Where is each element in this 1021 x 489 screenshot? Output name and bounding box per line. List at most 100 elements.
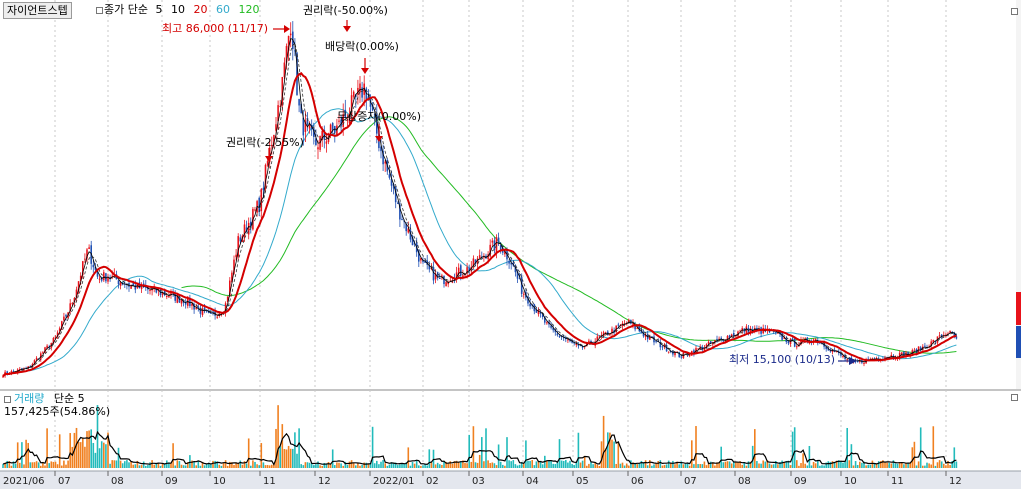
volume-bar (915, 465, 918, 468)
volume-bar (460, 461, 462, 468)
candle-body (233, 259, 235, 274)
volume-bar (831, 461, 834, 468)
volume-settings-icon[interactable] (4, 396, 11, 403)
volume-legend[interactable]: 거래량 단순 5 (14, 392, 85, 405)
candle-body (783, 337, 785, 339)
volume-bar (609, 432, 611, 468)
volume-bar (336, 462, 338, 468)
price-panel-menu-icon[interactable] (1011, 8, 1018, 15)
candle-body (840, 353, 842, 356)
candle-body (653, 336, 655, 343)
volume-bar (901, 462, 903, 468)
volume-bar (821, 465, 823, 468)
volume-bar (157, 463, 160, 468)
volume-bar (201, 461, 204, 468)
volume-bar (224, 460, 227, 468)
candle-body (455, 272, 458, 279)
ma-settings-icon[interactable] (96, 7, 103, 14)
volume-bar (884, 462, 886, 468)
candle-body (445, 282, 447, 287)
candle-body (88, 247, 90, 250)
volume-bar (766, 460, 769, 468)
volume-bar (218, 464, 221, 468)
x-tick-label: 08 (738, 476, 751, 487)
volume-bar (348, 461, 351, 468)
volume-bar (63, 460, 65, 468)
volume-bar (214, 460, 216, 468)
volume-bar (331, 449, 334, 468)
candle-body (411, 236, 414, 246)
volume-bar (640, 460, 643, 468)
volume-bar (178, 461, 181, 468)
candle-body (258, 197, 260, 212)
volume-bar (363, 462, 365, 468)
volume-bar (764, 461, 767, 468)
volume-bar (835, 460, 838, 468)
volume-bar (733, 462, 735, 468)
candle-body (905, 352, 907, 357)
candle-body (556, 333, 559, 336)
volume-bar (772, 464, 775, 468)
candle-body (756, 327, 758, 330)
volume-bar (264, 465, 267, 468)
volume-bar (730, 463, 733, 468)
candle-body (195, 308, 197, 310)
high-pointer-head (284, 25, 290, 33)
candle-body (953, 332, 956, 336)
ma120-line (181, 116, 957, 354)
volume-bar (19, 462, 21, 468)
volume-ma-label: 단순 5 (53, 392, 85, 405)
volume-bar (357, 463, 359, 468)
candle-body (718, 338, 720, 340)
volume-bar (140, 465, 143, 468)
candle-body (609, 334, 611, 336)
volume-bar (128, 462, 130, 468)
candle-body (649, 336, 651, 340)
volume-bar (495, 465, 498, 468)
volume-bar (197, 461, 200, 468)
volume-bar (352, 462, 355, 468)
volume-bar (796, 460, 798, 468)
candle-body (254, 209, 256, 211)
volume-bar (457, 462, 460, 468)
candle-body (460, 265, 462, 276)
volume-bar (714, 465, 716, 468)
volume-bar (231, 462, 233, 468)
ma-legend[interactable]: 종가 단순 5 10 20 60 120 (104, 2, 259, 18)
candle-body (281, 76, 284, 106)
volume-bar (917, 461, 920, 468)
event-arrow-head (343, 26, 351, 32)
volume-bar (29, 462, 32, 468)
candle-body (392, 183, 395, 189)
volume-bar (856, 464, 859, 468)
candle-body (308, 125, 311, 129)
candle-body (546, 322, 548, 324)
stock-name-box[interactable]: 자이언트스텝 (3, 2, 72, 19)
volume-bar (806, 465, 809, 468)
volume-bar (69, 433, 71, 468)
candle-body (655, 341, 657, 343)
volume-bar (281, 424, 284, 468)
candle-body (405, 223, 407, 232)
volume-panel-close-icon[interactable] (1011, 394, 1018, 401)
volume-bar (481, 437, 483, 468)
volume-bar (903, 464, 905, 468)
candle-body (397, 202, 399, 204)
volume-bar (623, 465, 626, 468)
volume-bar (359, 465, 361, 468)
volume-bar (873, 463, 876, 468)
volume-bar (245, 463, 248, 468)
candle-body (273, 134, 275, 145)
candle-body (226, 296, 229, 303)
candle-body (294, 50, 296, 52)
volume-bar (16, 442, 19, 468)
volume-bar (863, 461, 865, 468)
candle-body (781, 333, 783, 340)
volume-bar (791, 431, 794, 468)
rights-issue-annotation: 권리락(-50.00%) (303, 4, 388, 17)
volume-bar (275, 428, 277, 468)
candle-body (346, 119, 349, 121)
candle-body (775, 332, 777, 334)
candle-body (111, 275, 113, 277)
